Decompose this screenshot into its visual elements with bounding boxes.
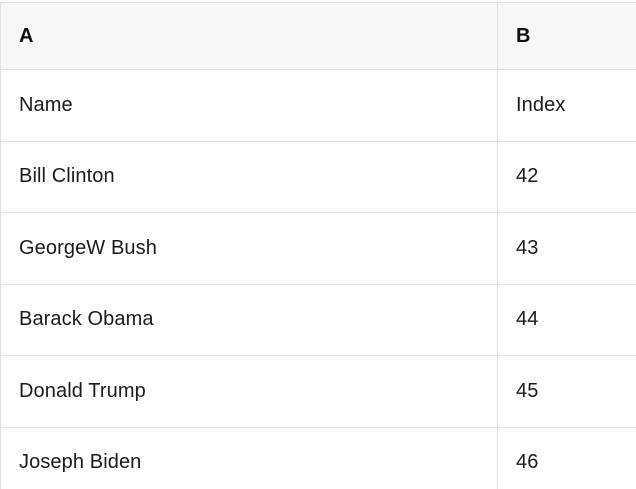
column-header-b[interactable]: B (498, 3, 636, 69)
spreadsheet-cell[interactable]: Donald Trump (1, 356, 498, 427)
spreadsheet-cell[interactable]: 45 (498, 356, 636, 427)
column-header-a[interactable]: A (1, 3, 498, 69)
table-row: Donald Trump 45 (1, 356, 636, 428)
spreadsheet-cell[interactable]: Name (1, 70, 498, 141)
spreadsheet-cell[interactable]: 44 (498, 285, 636, 356)
spreadsheet-cell[interactable]: Barack Obama (1, 284, 498, 355)
spreadsheet-cell[interactable]: 43 (498, 213, 636, 284)
spreadsheet-cell[interactable]: Joseph Biden (1, 427, 498, 489)
spreadsheet-cell[interactable]: 46 (498, 428, 636, 489)
table-row: Name Index (1, 70, 636, 142)
table-row: Joseph Biden 46 (1, 427, 636, 489)
column-header-row: A B (1, 3, 636, 70)
spreadsheet-cell[interactable]: GeorgeW Bush (1, 213, 498, 284)
table-row: Barack Obama 44 (1, 284, 636, 356)
spreadsheet-cell[interactable]: Index (498, 70, 636, 141)
spreadsheet-cell[interactable]: Bill Clinton (1, 141, 498, 212)
table-row: Bill Clinton 42 (1, 141, 636, 213)
spreadsheet-cell[interactable]: 42 (498, 142, 636, 213)
table-row: GeorgeW Bush 43 (1, 213, 636, 285)
